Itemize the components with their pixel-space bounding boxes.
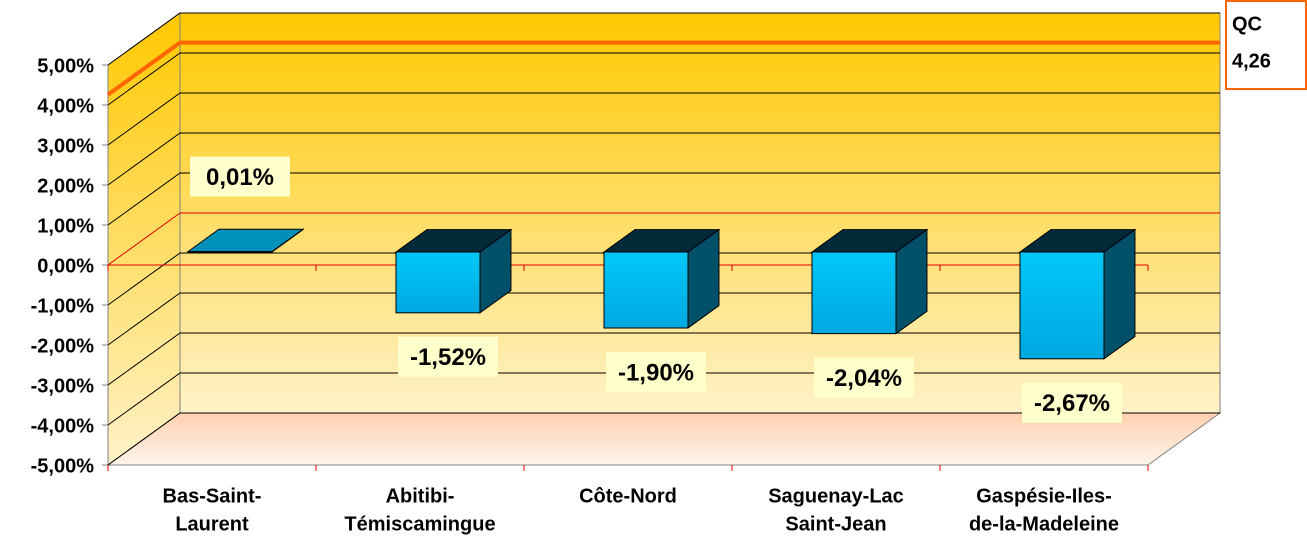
bar [603, 251, 689, 329]
y-tick-label: 3,00% [37, 135, 94, 157]
y-tick-label: -4,00% [31, 415, 95, 437]
y-tick-label: 0,00% [37, 255, 94, 277]
x-tick-label: Laurent [175, 513, 249, 535]
y-tick-label: -5,00% [31, 455, 95, 477]
value-label-box [606, 352, 706, 392]
x-tick-label: de-la-Madeleine [969, 513, 1119, 535]
reference-line [106, 40, 1220, 97]
annotation-name: QC [1232, 13, 1262, 35]
grid-line [107, 92, 1220, 146]
value-label: -1,52% [410, 344, 486, 371]
value-label: 0,01% [206, 164, 274, 191]
value-label-box [1022, 382, 1122, 423]
value-label: -2,67% [1034, 390, 1110, 417]
x-tick-label: Saint-Jean [785, 513, 886, 535]
annotation-box [1225, 0, 1307, 90]
y-tick-label: -1,00% [31, 295, 95, 317]
y-tick-label: -3,00% [31, 375, 95, 397]
y-tick-label: 1,00% [37, 215, 94, 237]
x-tick-label: Bas-Saint- [163, 485, 262, 507]
value-label-box [398, 336, 498, 377]
bar [811, 251, 897, 335]
x-tick-label: Saguenay-Lac [768, 485, 904, 507]
grid-line [107, 12, 1220, 66]
grid-line [107, 132, 1220, 186]
x-tick-label: Témiscamingue [344, 513, 495, 535]
annotation-value: 4,26 [1232, 50, 1271, 72]
grid-line [107, 52, 1220, 106]
value-label: -1,90% [618, 359, 694, 386]
y-tick-label: -2,00% [31, 335, 95, 357]
grid-line [107, 212, 1220, 266]
y-tick-label: 4,00% [37, 95, 94, 117]
bar [1019, 251, 1105, 360]
x-tick-label: Gaspésie-Iles- [976, 485, 1112, 507]
x-tick-label: Abitibi- [386, 485, 455, 507]
value-label-box [190, 156, 290, 197]
plot: -5,00% -4,00% -3,00% -2,00% -1,00% 0,00% 1,00%… [31, 12, 1220, 535]
y-tick-label: 5,00% [37, 55, 94, 77]
value-label-box [814, 357, 914, 398]
grid-line [107, 412, 1220, 466]
bar [395, 251, 481, 314]
value-label: -2,04% [826, 365, 902, 392]
x-tick-label: Côte-Nord [579, 485, 677, 507]
y-tick-label: 2,00% [37, 175, 94, 197]
grid-line [107, 172, 1220, 226]
